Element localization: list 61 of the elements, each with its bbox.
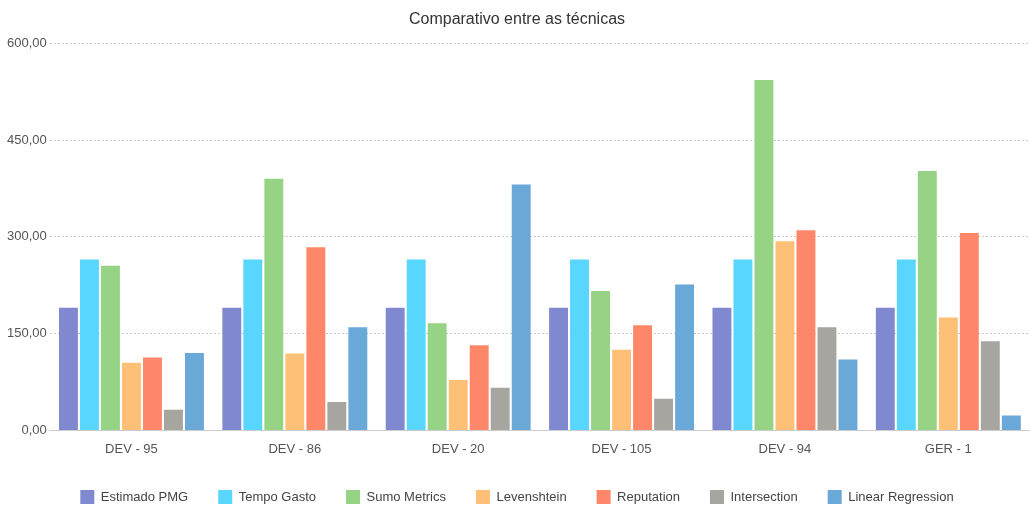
x-tick-label: DEV - 20 <box>431 440 485 456</box>
bar <box>143 357 162 430</box>
x-tick-label: DEV - 86 <box>268 440 322 456</box>
bar <box>222 307 242 430</box>
bar <box>796 230 816 430</box>
bar <box>164 409 183 430</box>
x-tick-label: DEV - 95 <box>105 440 158 456</box>
bar <box>1001 415 1021 430</box>
bar <box>327 402 347 430</box>
bar <box>875 307 895 430</box>
bar <box>385 307 405 430</box>
bar <box>490 387 510 430</box>
bar <box>712 307 732 430</box>
bar <box>79 259 99 430</box>
bar <box>938 317 958 430</box>
bar <box>754 79 774 430</box>
bar <box>406 259 426 430</box>
y-tick-label: 0,00 <box>21 421 47 437</box>
bar <box>469 345 489 430</box>
bar <box>959 232 979 430</box>
x-tick-label: DEV - 94 <box>758 440 812 456</box>
bar <box>549 307 568 430</box>
bar <box>348 327 368 430</box>
bar <box>122 362 141 430</box>
legend-label: Intersection <box>730 488 798 504</box>
bar <box>264 178 284 430</box>
bar <box>243 259 263 430</box>
bar <box>285 353 305 430</box>
bar <box>427 323 447 430</box>
bar <box>633 325 653 430</box>
bar <box>58 307 78 430</box>
legend-label: Reputation <box>617 488 680 504</box>
x-tick-label: GER - 1 <box>924 440 972 456</box>
y-tick-label: 300,00 <box>7 228 47 244</box>
bar <box>185 352 204 430</box>
bar <box>817 327 837 430</box>
legend-label: Linear Regression <box>848 488 954 504</box>
bar <box>896 259 916 430</box>
legend-label: Sumo Metrics <box>366 488 447 504</box>
bar <box>591 291 611 430</box>
bar <box>100 265 120 430</box>
bar <box>570 259 590 430</box>
legend-label: Tempo Gasto <box>238 488 317 504</box>
legend-label: Levenshtein <box>496 488 567 504</box>
y-tick-label: 450,00 <box>7 131 47 147</box>
bar <box>511 184 531 430</box>
x-tick-label: DEV - 105 <box>591 440 652 456</box>
bar <box>917 170 937 430</box>
bar <box>980 341 1000 430</box>
bar <box>675 284 695 430</box>
y-tick-label: 150,00 <box>7 325 47 341</box>
bar <box>838 359 858 430</box>
y-tick-label: 600,00 <box>7 34 47 50</box>
legend-label: Estimado PMG <box>100 488 189 504</box>
bar <box>612 349 632 430</box>
bar <box>733 259 753 430</box>
bar <box>654 398 674 430</box>
chart-title: Comparativo entre as técnicas <box>408 10 626 28</box>
bar <box>775 241 795 430</box>
bar <box>448 380 468 430</box>
bar <box>306 247 326 430</box>
